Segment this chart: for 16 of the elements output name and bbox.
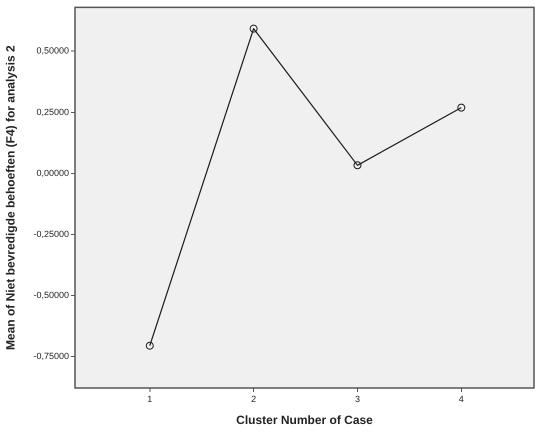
x-tick-label: 4 [458,394,464,404]
y-tick-label: -0,75000 [33,351,69,362]
point [457,104,466,112]
x-tick-label: 1 [147,394,152,404]
y-tick-label: 0,00000 [36,168,69,178]
x-axis-title: Cluster Number of Case [236,413,374,428]
point [353,161,362,170]
point [250,24,258,33]
y-tick-label: 0,50000 [36,46,69,56]
x-tick-label: 2 [251,394,256,404]
point [146,342,154,350]
y-axis-title: Mean of Niet bevredigde behoeften (F4) for analysis 2 [4,45,18,350]
x-tick-label: 3 [354,394,360,404]
y-tick-label: -0,50000 [33,290,69,300]
y-tick-label: 0,25000 [36,106,69,117]
y-tick-label: -0,25000 [33,228,69,239]
